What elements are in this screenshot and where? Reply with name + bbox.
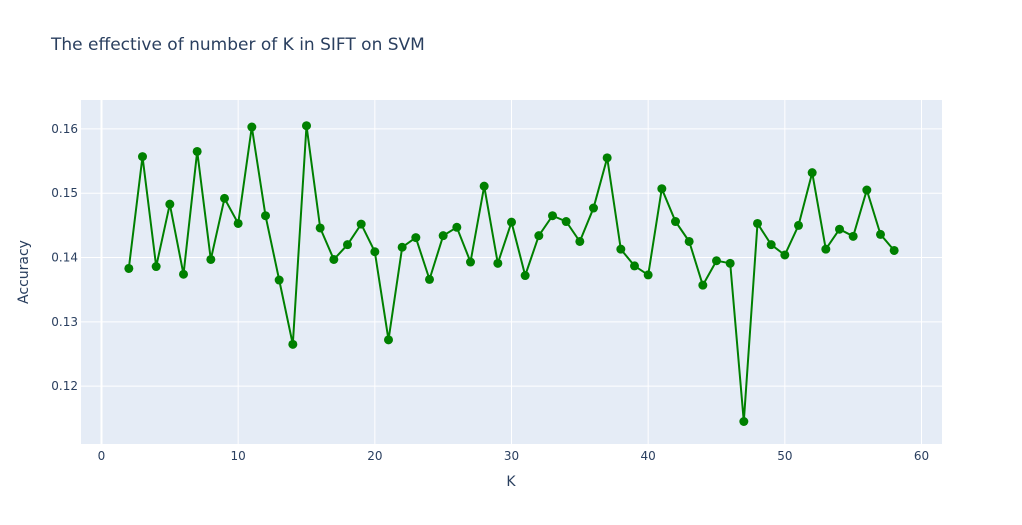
data-point bbox=[657, 184, 667, 194]
data-point bbox=[507, 217, 516, 227]
data-point bbox=[206, 254, 216, 264]
data-point bbox=[452, 222, 462, 232]
y-tick-label: 0.16 bbox=[51, 122, 78, 136]
data-point bbox=[151, 262, 161, 272]
data-point bbox=[302, 121, 311, 131]
data-point bbox=[848, 231, 858, 241]
grid bbox=[81, 100, 942, 444]
data-point bbox=[807, 168, 817, 178]
data-point bbox=[548, 211, 557, 221]
data-point bbox=[671, 217, 680, 227]
y-axis-ticks: 0.12 0.13 0.14 0.15 0.16 bbox=[51, 122, 78, 393]
data-point bbox=[274, 275, 284, 285]
data-point bbox=[138, 152, 147, 162]
data-point bbox=[247, 122, 257, 132]
data-point bbox=[739, 416, 749, 426]
chart-title: The effective of number of K in SIFT on … bbox=[50, 35, 425, 55]
y-tick-label: 0.15 bbox=[51, 186, 78, 200]
data-point bbox=[862, 185, 872, 195]
data-point bbox=[561, 217, 571, 227]
x-tick-label: 20 bbox=[367, 449, 382, 463]
x-axis-ticks: 0 10 20 30 40 50 60 bbox=[98, 449, 929, 463]
data-point bbox=[780, 250, 790, 260]
data-point bbox=[589, 203, 598, 213]
data-point bbox=[753, 218, 762, 228]
x-tick-label: 50 bbox=[777, 449, 792, 463]
data-point bbox=[220, 193, 229, 203]
y-tick-label: 0.12 bbox=[51, 379, 78, 393]
data-point bbox=[684, 236, 694, 246]
series-markers bbox=[124, 121, 899, 426]
data-point bbox=[794, 220, 803, 230]
data-point bbox=[315, 223, 325, 233]
data-point bbox=[343, 240, 352, 250]
y-tick-label: 0.14 bbox=[51, 251, 78, 265]
data-point bbox=[821, 244, 831, 254]
data-point bbox=[575, 236, 585, 246]
data-point bbox=[370, 247, 380, 257]
data-point bbox=[876, 229, 885, 239]
x-tick-label: 40 bbox=[641, 449, 656, 463]
data-point bbox=[124, 263, 134, 273]
data-point bbox=[356, 219, 366, 229]
data-point bbox=[233, 218, 243, 228]
data-point bbox=[384, 335, 393, 345]
data-point bbox=[466, 257, 475, 267]
data-point bbox=[534, 231, 544, 241]
x-tick-label: 30 bbox=[504, 449, 519, 463]
y-axis-title: Accuracy bbox=[16, 240, 32, 304]
data-point bbox=[397, 242, 407, 252]
y-tick-label: 0.13 bbox=[51, 315, 78, 329]
data-point bbox=[602, 153, 612, 163]
data-point bbox=[520, 271, 530, 281]
x-axis-title: K bbox=[506, 474, 516, 490]
data-point bbox=[766, 240, 776, 250]
data-point bbox=[329, 254, 339, 264]
data-point bbox=[725, 258, 735, 268]
data-point bbox=[712, 256, 721, 266]
data-point bbox=[179, 269, 188, 279]
x-tick-label: 60 bbox=[914, 449, 929, 463]
data-point bbox=[438, 231, 448, 241]
data-point bbox=[479, 181, 489, 191]
x-tick-label: 0 bbox=[98, 449, 106, 463]
data-point bbox=[643, 270, 653, 280]
data-point bbox=[889, 245, 899, 255]
data-point bbox=[630, 261, 639, 271]
data-point bbox=[165, 199, 175, 209]
data-point bbox=[192, 146, 202, 156]
data-point bbox=[425, 274, 434, 284]
data-point bbox=[411, 233, 421, 243]
data-point bbox=[835, 224, 844, 234]
data-point bbox=[493, 258, 503, 268]
data-point bbox=[698, 280, 708, 290]
x-tick-label: 10 bbox=[231, 449, 246, 463]
data-point bbox=[616, 244, 626, 254]
data-point bbox=[288, 339, 298, 349]
data-point bbox=[261, 211, 270, 221]
